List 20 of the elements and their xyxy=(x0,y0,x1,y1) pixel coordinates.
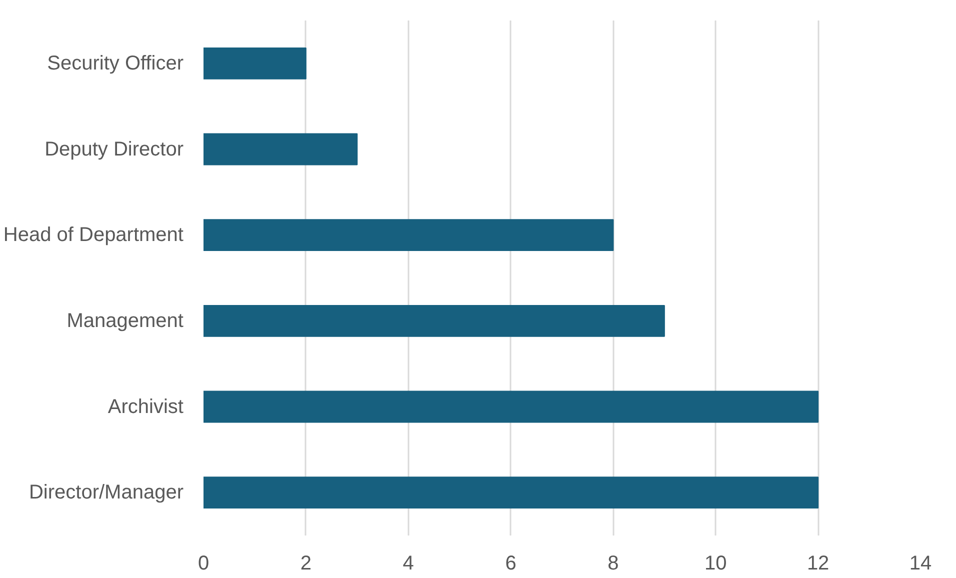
x-tick-label: 0 xyxy=(198,552,210,574)
x-tick-label: 8 xyxy=(608,552,619,574)
x-tick-label: 2 xyxy=(300,552,312,574)
x-tick-label: 10 xyxy=(704,552,727,574)
x-tick-label: 14 xyxy=(909,552,932,574)
y-tick-label: Director/Manager xyxy=(29,482,184,504)
y-tick-label: Deputy Director xyxy=(44,138,184,160)
bar xyxy=(204,390,819,423)
x-tick-label: 4 xyxy=(402,552,414,574)
bar xyxy=(204,133,358,166)
x-tick-label: 12 xyxy=(806,552,830,574)
y-tick-label: Archivist xyxy=(108,396,184,418)
x-tick-label: 6 xyxy=(505,552,516,574)
bar xyxy=(204,47,306,80)
bar xyxy=(204,219,614,252)
y-tick-label: Head of Department xyxy=(3,224,184,246)
y-tick-label: Management xyxy=(66,310,184,332)
y-tick-label: Security Officer xyxy=(47,52,184,74)
bar xyxy=(204,476,819,509)
bar xyxy=(204,304,665,337)
